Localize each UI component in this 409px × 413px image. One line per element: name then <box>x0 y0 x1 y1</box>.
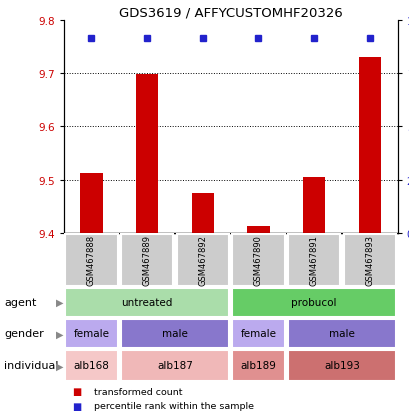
Bar <box>287 350 395 381</box>
Bar <box>65 319 117 348</box>
Text: percentile rank within the sample: percentile rank within the sample <box>94 401 254 410</box>
Bar <box>232 350 284 381</box>
Bar <box>302 178 324 233</box>
Bar <box>80 173 102 233</box>
Bar <box>121 235 173 286</box>
Text: ■: ■ <box>72 401 81 411</box>
Text: ■: ■ <box>72 387 81 396</box>
Text: GSM467889: GSM467889 <box>142 235 151 286</box>
Text: individual: individual <box>4 361 58 370</box>
Text: probucol: probucol <box>291 297 336 308</box>
Text: GSM467890: GSM467890 <box>253 235 262 285</box>
Text: male: male <box>328 328 354 339</box>
Bar <box>247 226 269 233</box>
Text: alb168: alb168 <box>73 361 109 370</box>
Text: GSM467891: GSM467891 <box>309 235 318 285</box>
Bar <box>65 288 228 317</box>
Text: alb193: alb193 <box>323 361 359 370</box>
Text: agent: agent <box>4 297 36 308</box>
Text: female: female <box>240 328 276 339</box>
Bar <box>343 235 395 286</box>
Bar <box>65 350 117 381</box>
Text: ▶: ▶ <box>56 361 63 370</box>
Bar <box>287 319 395 348</box>
Bar <box>121 350 228 381</box>
Bar <box>358 58 380 233</box>
Bar <box>65 235 117 286</box>
Bar <box>191 193 213 233</box>
Bar <box>121 319 228 348</box>
Text: transformed count: transformed count <box>94 387 182 396</box>
Text: ▶: ▶ <box>56 328 63 339</box>
Bar <box>232 319 284 348</box>
Text: alb189: alb189 <box>240 361 276 370</box>
Text: untreated: untreated <box>121 297 172 308</box>
Text: GSM467888: GSM467888 <box>87 235 96 286</box>
Text: gender: gender <box>4 328 44 339</box>
Text: ▶: ▶ <box>56 297 63 308</box>
Text: GSM467892: GSM467892 <box>198 235 207 285</box>
Bar <box>232 288 395 317</box>
Bar <box>287 235 339 286</box>
Bar <box>232 235 284 286</box>
Bar <box>176 235 228 286</box>
Text: female: female <box>73 328 109 339</box>
Text: alb187: alb187 <box>157 361 192 370</box>
Title: GDS3619 / AFFYCUSTOMHF20326: GDS3619 / AFFYCUSTOMHF20326 <box>119 7 342 19</box>
Text: GSM467893: GSM467893 <box>364 235 373 286</box>
Text: male: male <box>162 328 187 339</box>
Bar <box>136 75 158 233</box>
